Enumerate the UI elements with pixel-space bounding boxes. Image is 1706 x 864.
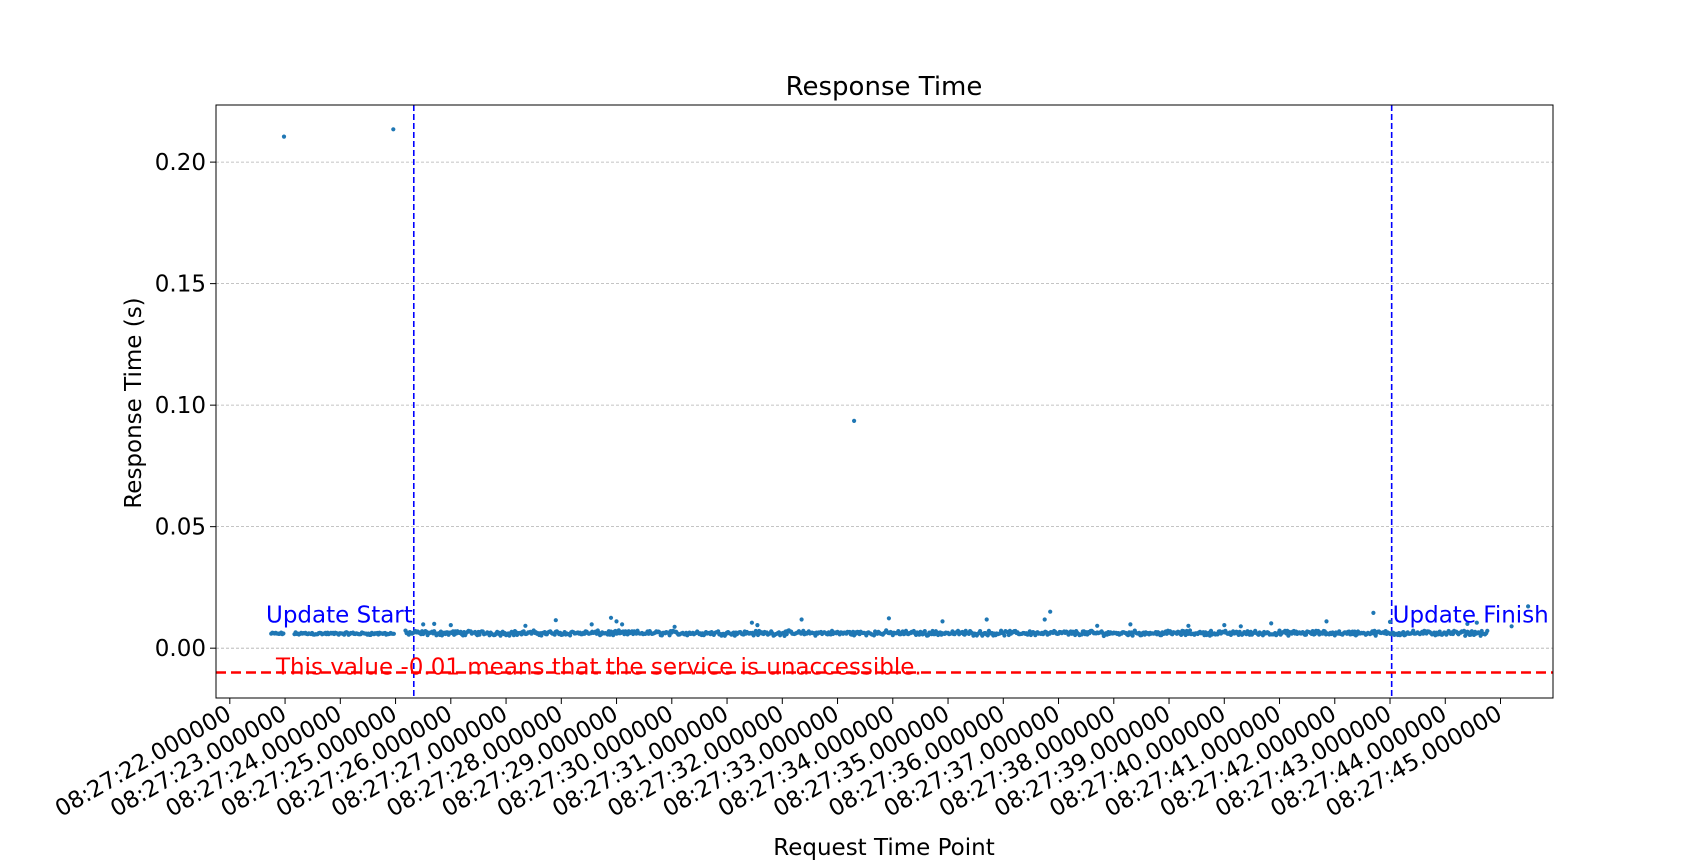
data-point [784,632,789,637]
update-start-label: Update Start [266,602,413,628]
data-point [984,617,989,622]
data-point [391,631,396,636]
data-point [448,623,453,628]
data-point [1095,623,1100,628]
data-point [608,615,614,620]
data-point [1462,628,1467,634]
data-point [755,623,760,628]
y-axis: 0.00 0.05 0.10 0.15 0.20 [155,150,216,662]
data-point [1002,633,1007,638]
data-point [391,127,396,132]
data-point [1387,619,1393,625]
data-point [749,620,755,625]
y-tick-label: 0.20 [155,150,206,176]
data-point [1526,604,1531,609]
data-point [511,633,516,638]
data-point [1324,619,1329,624]
data-point [1222,623,1227,628]
data-point [620,622,625,627]
data-points [269,127,1531,639]
plot-frame [215,104,1554,699]
y-tick-label: 0.00 [155,636,206,662]
data-point [1509,624,1514,629]
data-point [886,616,892,621]
data-point [1485,628,1490,634]
data-point [1465,621,1470,627]
data-point [985,633,990,638]
data-point [1130,633,1135,638]
data-point [1238,624,1243,629]
y-tick-label: 0.15 [155,272,206,298]
data-point [553,618,558,623]
update-finish-label: Update Finish [1393,602,1549,628]
data-point [589,622,594,627]
data-point [930,628,935,634]
data-point [281,631,286,636]
data-point [755,632,761,638]
unaccessible-note: This value -0.01 means that the service … [275,654,922,680]
data-point [614,619,619,624]
data-point [852,418,857,423]
data-point [1187,628,1193,633]
x-axis: 08:27:22.00000008:27:23.00000008:27:24.0… [51,698,1507,822]
data-point [1179,632,1184,638]
chart-title: Response Time [786,72,983,102]
data-point [799,617,804,622]
data-point [432,621,437,627]
y-tick-label: 0.10 [155,393,206,419]
reference-lines [216,105,1553,698]
data-point [1269,621,1274,626]
x-axis-label: Request Time Point [773,835,994,861]
y-tick-label: 0.05 [155,515,206,541]
data-point [1303,632,1309,637]
data-point [1186,623,1191,628]
data-point [1128,622,1133,627]
data-point [421,622,426,627]
grid-lines [216,161,1553,649]
data-point [672,624,677,629]
annotations: Update Start Update Finish This value -0.0… [266,602,1549,680]
data-point [611,633,616,638]
data-point [940,619,945,624]
data-point [281,134,287,139]
data-point [1048,609,1053,614]
data-point [523,623,528,628]
data-point [568,633,573,638]
data-point [1352,629,1357,634]
y-axis-label: Response Time (s) [121,297,147,508]
data-point [1474,620,1479,625]
data-point [1371,610,1376,616]
data-point [1042,617,1047,622]
data-point [1310,629,1315,634]
